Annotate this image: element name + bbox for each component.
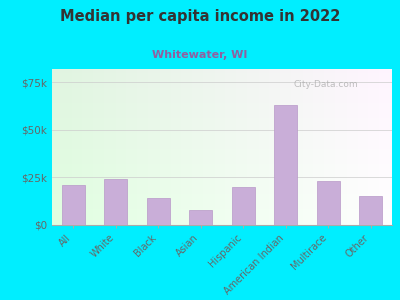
Bar xyxy=(316,181,340,225)
Text: Median per capita income in 2022: Median per capita income in 2022 xyxy=(60,9,340,24)
Text: City-Data.com: City-Data.com xyxy=(293,80,358,89)
Bar xyxy=(274,105,298,225)
Bar xyxy=(104,179,128,225)
Text: Whitewater, WI: Whitewater, WI xyxy=(152,50,248,59)
Bar xyxy=(232,187,255,225)
Bar xyxy=(359,196,382,225)
Bar xyxy=(62,185,85,225)
Bar xyxy=(146,198,170,225)
Bar xyxy=(189,210,212,225)
